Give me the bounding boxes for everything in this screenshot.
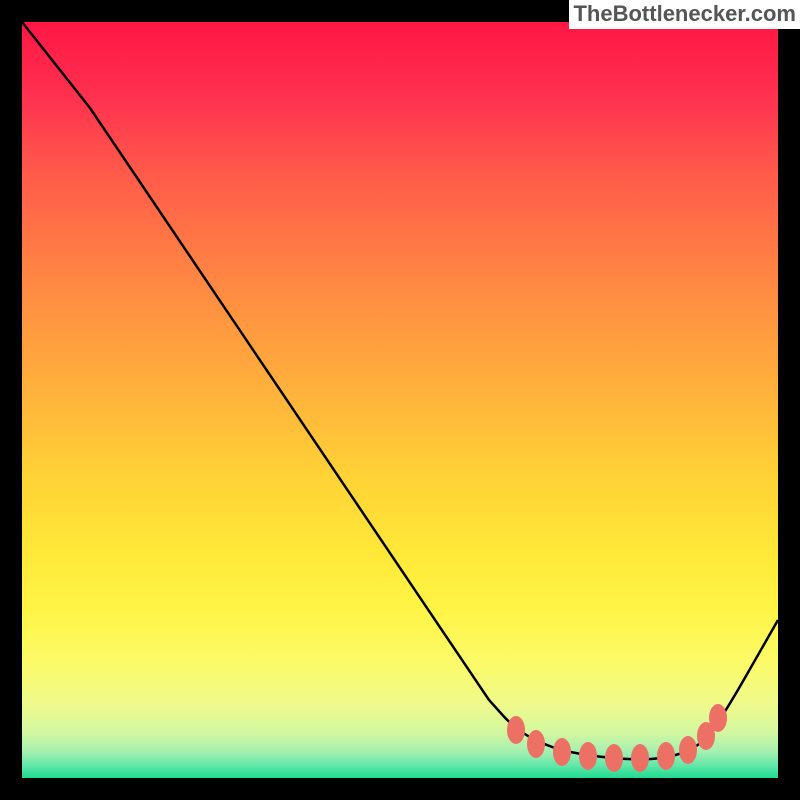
node-marker bbox=[709, 704, 727, 732]
watermark-label: TheBottlenecker.com bbox=[569, 0, 800, 29]
node-marker bbox=[579, 742, 597, 770]
node-marker bbox=[553, 738, 571, 766]
plot-background bbox=[22, 22, 778, 778]
node-marker bbox=[527, 730, 545, 758]
node-marker bbox=[679, 736, 697, 764]
node-marker bbox=[605, 744, 623, 772]
node-marker bbox=[507, 716, 525, 744]
chart-svg bbox=[0, 0, 800, 800]
node-marker bbox=[657, 742, 675, 770]
chart-container: TheBottlenecker.com bbox=[0, 0, 800, 800]
node-marker bbox=[631, 744, 649, 772]
